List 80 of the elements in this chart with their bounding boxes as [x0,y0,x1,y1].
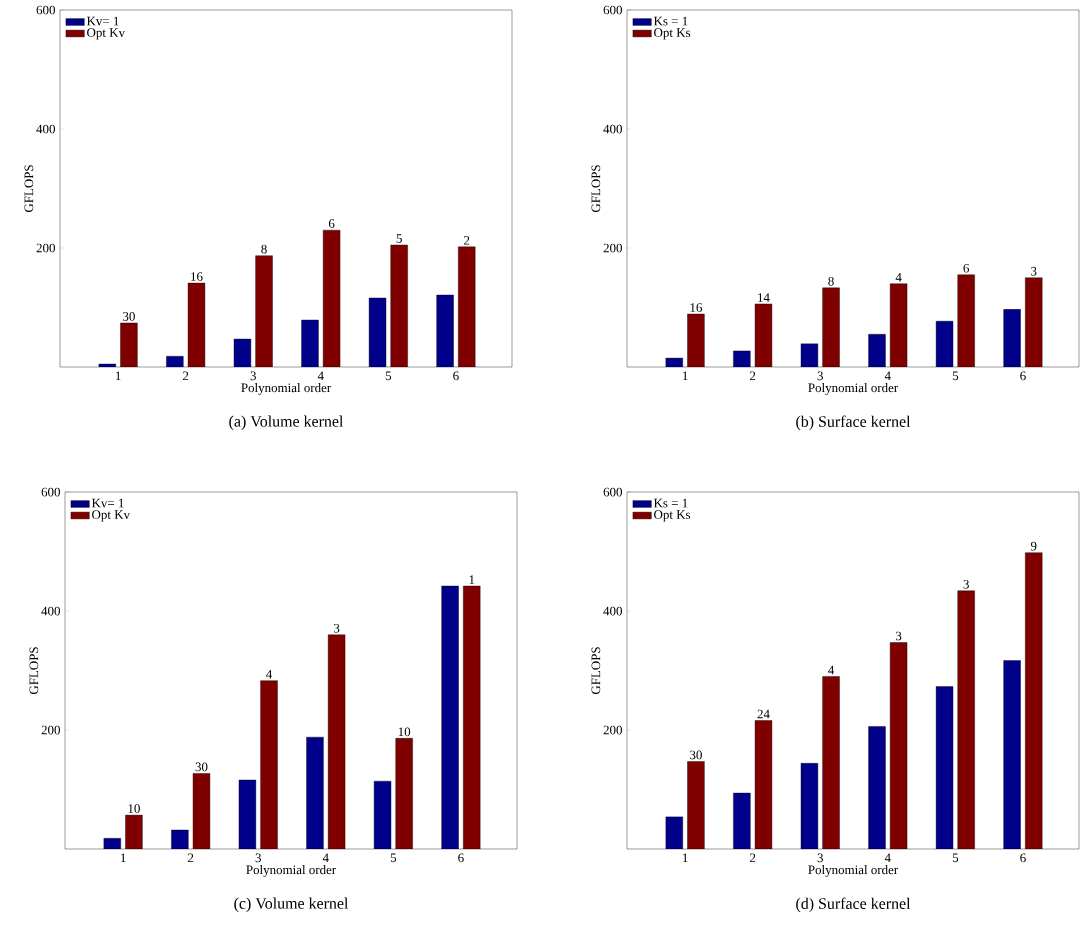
y-axis-title: GFLOPS [24,165,34,213]
x-tick-label: 5 [952,371,959,381]
annotation: 10 [398,727,411,737]
x-tick-label: 6 [458,853,464,863]
x-tick-label: 3 [817,371,823,381]
y-tick-label: 400 [41,606,60,616]
legend-label: Opt Kv [87,28,126,40]
x-axis-title: Polynomial order [241,383,332,395]
annotation: 6 [328,219,335,228]
y-tick-label: 400 [36,124,55,134]
x-tick-label: 4 [322,853,329,863]
y-tick-label: 200 [603,243,622,253]
y-tick-label: 600 [36,5,55,15]
annotation: 4 [828,665,835,675]
x-tick-label: 2 [750,371,756,381]
x-axis-title: Polynomial order [808,383,899,395]
y-tick-label: 200 [41,725,60,735]
annotation: 16 [690,303,703,312]
annotation: 30 [690,750,702,760]
annotation: 4 [266,669,273,679]
x-tick-label: 4 [317,371,324,381]
legend-label: Opt Ks [654,28,691,40]
y-tick-label: 200 [603,725,622,735]
x-tick-label: 1 [121,853,126,863]
y-tick-label: 600 [603,487,622,497]
annotation: 3 [1031,266,1037,276]
annotation: 30 [123,312,135,321]
x-tick-label: 1 [683,853,688,863]
y-tick-label: 400 [603,606,622,616]
legend-label: Ks = 1 [653,498,688,508]
text: (b) Surface kernel [796,415,911,431]
text: (a) Volume kernel [229,415,344,430]
legend-label: Opt Ks [654,510,691,522]
y-tick-label: 600 [41,487,60,497]
x-tick-label: 3 [255,853,261,863]
x-tick-label: 2 [182,371,189,381]
x-tick-label: 3 [817,853,823,863]
annotation: 1 [469,575,475,584]
annotation: 3 [333,623,340,633]
annotation: 3 [963,579,969,589]
x-tick-label: 6 [453,371,459,381]
annotation: 8 [828,276,834,286]
text: (c) Volume kernel [234,897,349,912]
x-tick-label: 6 [1020,853,1026,863]
x-tick-label: 4 [884,853,891,863]
legend-label: Kv= 1 [86,16,119,26]
text: (d) Surface kernel [796,897,911,913]
y-tick-label: 200 [36,243,55,253]
annotation: 14 [758,293,770,302]
x-tick-label: 5 [385,371,392,381]
x-tick-label: 4 [884,371,891,381]
annotation: 6 [963,263,970,273]
legend-label: Kv= 1 [91,498,124,508]
legend-label: Opt Kv [92,510,131,522]
annotation: 2 [464,236,470,245]
annotation: 16 [191,272,203,281]
annotation: 9 [1030,541,1037,551]
x-axis-title: Polynomial order [246,865,337,877]
x-tick-label: 2 [750,853,756,863]
y-axis-title: GFLOPS [591,165,601,213]
annotation: 24 [757,709,770,719]
y-tick-label: 400 [603,124,622,134]
x-tick-label: 2 [187,853,194,863]
y-tick-label: 600 [603,5,622,15]
y-axis-title: GFLOPS [29,647,39,695]
x-tick-label: 1 [683,371,688,381]
x-tick-label: 3 [250,371,256,381]
x-tick-label: 5 [390,853,397,863]
x-tick-label: 5 [952,853,959,863]
annotation: 30 [195,762,208,772]
x-tick-label: 6 [1020,371,1026,381]
y-axis-title: GFLOPS [591,647,601,695]
x-axis-title: Polynomial order [808,865,899,877]
annotation: 5 [396,234,402,243]
annotation: 8 [261,244,267,254]
x-tick-label: 1 [116,371,121,381]
annotation: 3 [896,631,902,641]
annotation: 10 [128,804,140,813]
legend-label: Ks = 1 [653,16,688,26]
annotation: 4 [895,272,902,282]
